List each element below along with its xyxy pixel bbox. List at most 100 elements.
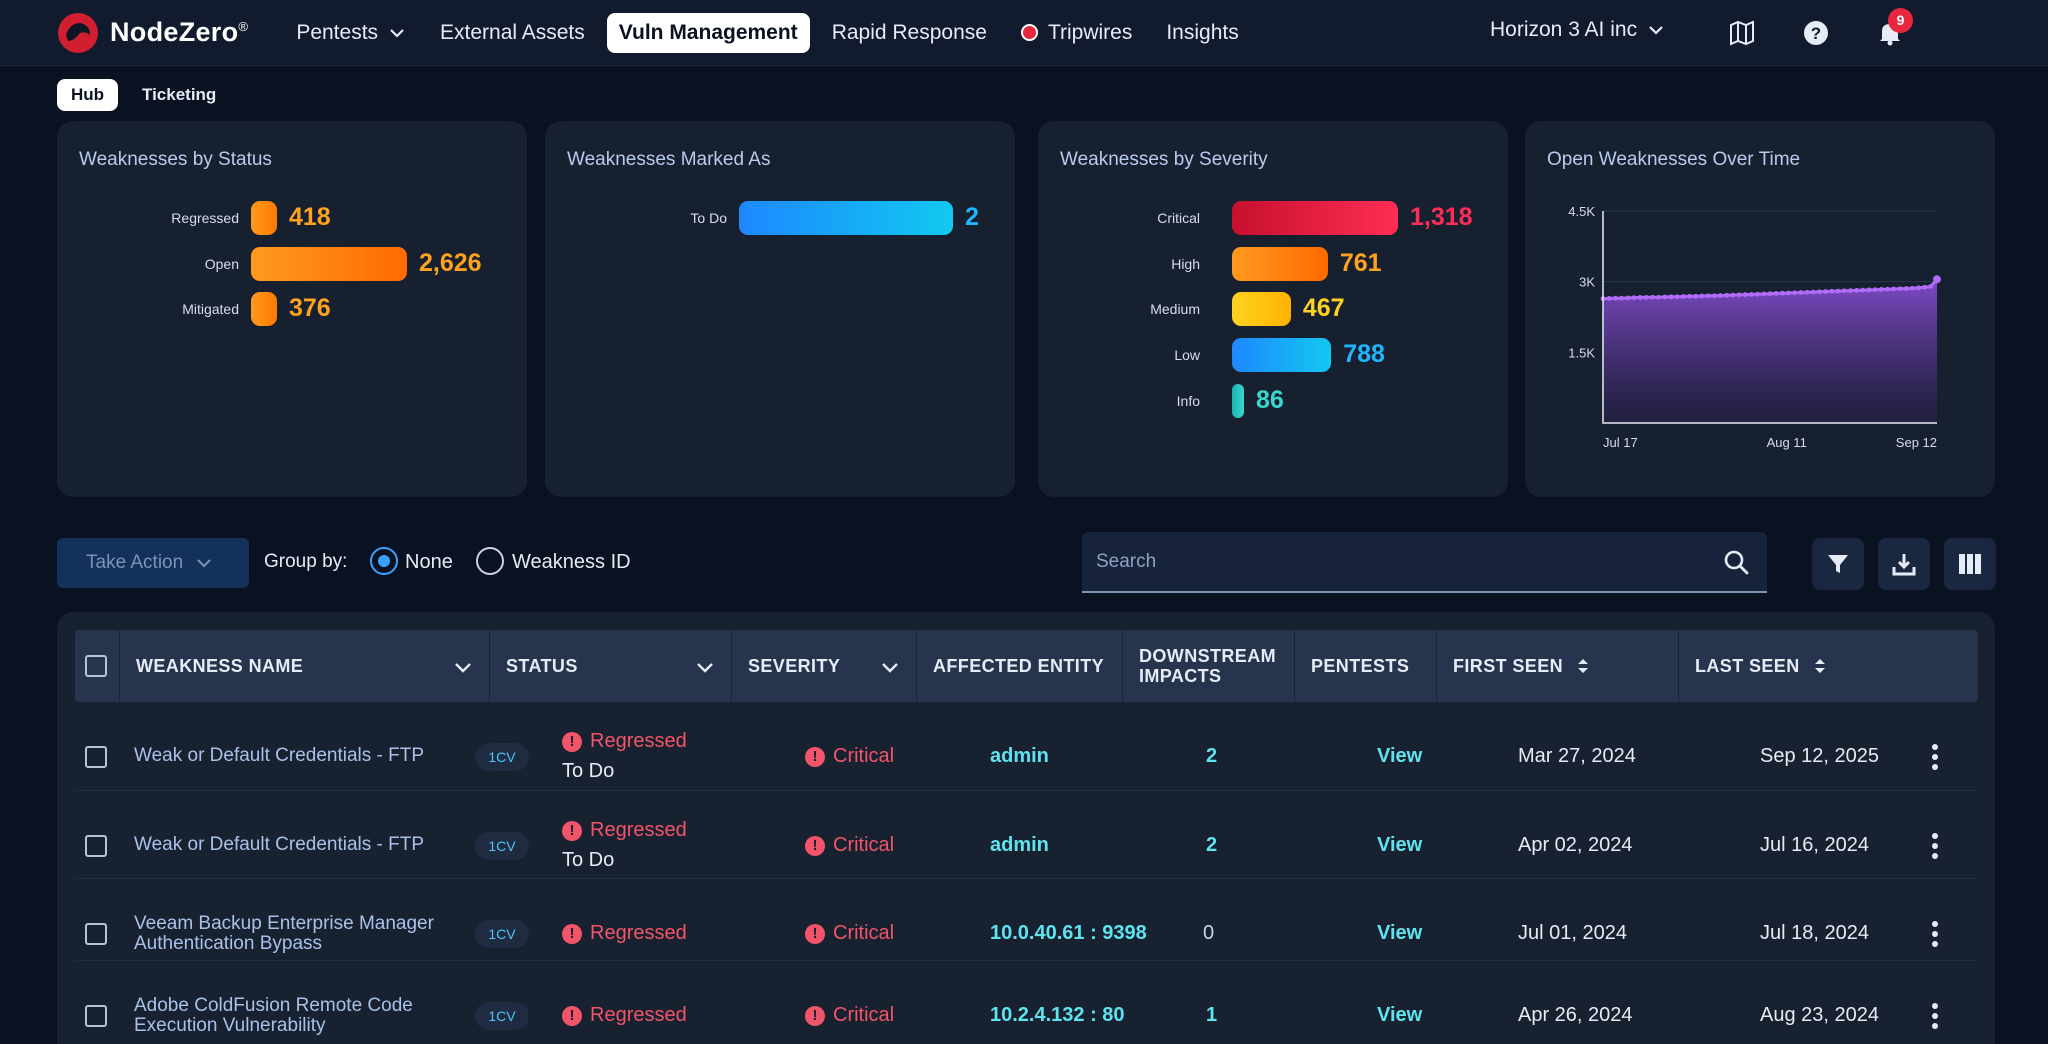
columns-button[interactable] [1944, 538, 1996, 590]
nav-pentests-label: Pentests [296, 20, 379, 44]
chart-point [1705, 293, 1711, 299]
weakness-name[interactable]: Adobe ColdFusion Remote Code Execution V… [134, 995, 413, 1036]
bar-open[interactable] [251, 247, 407, 281]
bar-low[interactable] [1232, 338, 1332, 372]
bar-value-medium: 467 [1302, 294, 1345, 322]
bar-to-do[interactable] [739, 201, 953, 235]
status-subtext: To Do [562, 760, 615, 782]
col-label: FIRST SEEN [1453, 655, 1564, 676]
affected-entity-link[interactable]: admin [990, 745, 1049, 767]
radio-group-none[interactable] [370, 547, 398, 575]
nav-external-assets[interactable]: External Assets [428, 13, 597, 53]
nav-insights[interactable]: Insights [1154, 13, 1250, 53]
weakness-name[interactable]: Weak or Default Credentials - FTP [134, 834, 425, 855]
bar-label-to-do: To Do [690, 210, 727, 226]
pentests-view-link[interactable]: View [1377, 834, 1423, 856]
chevron-down-icon [390, 28, 404, 38]
cve-badge[interactable]: 1CV [475, 743, 529, 771]
pentests-view-link[interactable]: View [1377, 745, 1423, 767]
chart-point [1631, 295, 1637, 301]
bar-high[interactable] [1232, 247, 1328, 281]
select-all-cell [75, 630, 120, 702]
nav-tripwires[interactable]: Tripwires [1009, 13, 1144, 53]
bar-label-mitigated: Mitigated [182, 301, 239, 317]
bar-info[interactable] [1232, 384, 1244, 418]
bar-value-critical: 1,318 [1410, 203, 1473, 231]
row-checkbox[interactable] [85, 746, 107, 768]
filter-button[interactable] [1812, 538, 1864, 590]
row-menu-icon[interactable] [1932, 1003, 1940, 1033]
download-button[interactable] [1878, 538, 1930, 590]
line-chart[interactable]: 1.5K 3K 4.5K Jul 17 Aug 11 Sep 12 [1525, 121, 1995, 497]
brand[interactable]: NodeZero® [56, 11, 248, 55]
cve-badge[interactable]: 1CV [475, 832, 529, 860]
table-row[interactable]: Veeam Backup Enterprise Manager Authenti… [57, 878, 1995, 960]
card-open-weaknesses-over-time: Open Weaknesses Over Time 1.5K 3K 4.5K Jul … [1525, 121, 1995, 497]
map-icon[interactable] [1728, 19, 1756, 47]
severity-cell: ! Critical [805, 922, 894, 945]
bar-label-regressed: Regressed [171, 210, 239, 226]
org-switcher[interactable]: Horizon 3 AI inc [1490, 18, 1665, 42]
sort-icon[interactable] [1814, 658, 1826, 674]
chart-point [1711, 293, 1717, 299]
table-row[interactable]: Adobe ColdFusion Remote Code Execution V… [57, 960, 1995, 1044]
weakness-name[interactable]: Weak or Default Credentials - FTP [134, 745, 425, 766]
col-downstream-impacts[interactable]: DOWNSTREAM IMPACTS [1123, 630, 1295, 702]
subtab-ticketing[interactable]: Ticketing [142, 85, 217, 104]
bar-mitigated[interactable] [251, 292, 277, 326]
bar-critical[interactable] [1232, 201, 1398, 235]
downstream-impacts-link[interactable]: 2 [1206, 745, 1218, 767]
table-row[interactable]: Weak or Default Credentials - FTP 1CV ! R… [57, 790, 1995, 880]
row-menu-icon[interactable] [1932, 833, 1940, 863]
radio-label-weakness-id: Weakness ID [512, 551, 631, 573]
chart-point [1841, 288, 1847, 294]
affected-entity-link[interactable]: 10.0.40.61 : 9398 [990, 922, 1147, 944]
last-seen: Jul 18, 2024 [1760, 922, 1869, 944]
affected-entity-link[interactable]: 10.2.4.132 : 80 [990, 1004, 1125, 1026]
help-icon[interactable]: ? [1802, 19, 1830, 47]
bar-value-regressed: 418 [289, 203, 331, 231]
col-first-seen[interactable]: FIRST SEEN [1437, 630, 1679, 702]
radio-group-weakness-id[interactable] [476, 547, 504, 575]
nav-pentests[interactable]: Pentests [284, 13, 418, 53]
bar-regressed[interactable] [251, 201, 277, 235]
chart-point [1798, 290, 1804, 295]
row-checkbox[interactable] [85, 923, 107, 945]
col-last-seen[interactable]: LAST SEEN [1679, 630, 1978, 702]
search-input[interactable] [1096, 546, 1696, 578]
col-weakness-name[interactable]: WEAKNESS NAME [120, 630, 490, 702]
subtab-hub[interactable]: Hub [57, 79, 119, 111]
pentests-view-link[interactable]: View [1377, 922, 1423, 944]
col-affected-entity[interactable]: AFFECTED ENTITY [917, 630, 1123, 702]
sort-icon[interactable] [1577, 658, 1589, 674]
cve-badge[interactable]: 1CV [475, 920, 529, 948]
severity-text: Critical [833, 922, 895, 944]
row-checkbox[interactable] [85, 835, 107, 857]
downstream-impacts-link[interactable]: 1 [1206, 1004, 1218, 1026]
radio-label-none: None [405, 551, 453, 573]
row-divider [75, 790, 1978, 791]
chart-point [1823, 289, 1829, 294]
affected-entity-link[interactable]: admin [990, 834, 1049, 856]
chart-point [1674, 294, 1680, 300]
weakness-name[interactable]: Veeam Backup Enterprise Manager Authenti… [134, 913, 434, 954]
alert-icon: ! [562, 923, 582, 944]
downstream-impacts-link[interactable]: 2 [1206, 834, 1218, 856]
nav-rapid-response[interactable]: Rapid Response [820, 13, 999, 53]
nav-vuln-management[interactable]: Vuln Management [606, 12, 810, 53]
alert-icon: ! [562, 820, 582, 841]
bar-medium[interactable] [1232, 292, 1291, 326]
row-menu-icon[interactable] [1932, 744, 1940, 774]
col-status[interactable]: STATUS [490, 630, 732, 702]
cve-badge[interactable]: 1CV [475, 1002, 529, 1030]
col-severity[interactable]: SEVERITY [732, 630, 917, 702]
row-menu-icon[interactable] [1932, 921, 1940, 951]
search-icon[interactable] [1722, 548, 1750, 576]
chart-point [1786, 290, 1791, 296]
row-checkbox[interactable] [85, 1005, 107, 1027]
table-row[interactable]: Weak or Default Credentials - FTP 1CV ! R… [57, 702, 1995, 792]
pentests-view-link[interactable]: View [1377, 1004, 1423, 1026]
take-action-button[interactable]: Take Action [57, 538, 249, 588]
select-all-checkbox[interactable] [85, 655, 107, 677]
col-pentests[interactable]: PENTESTS [1295, 630, 1437, 702]
